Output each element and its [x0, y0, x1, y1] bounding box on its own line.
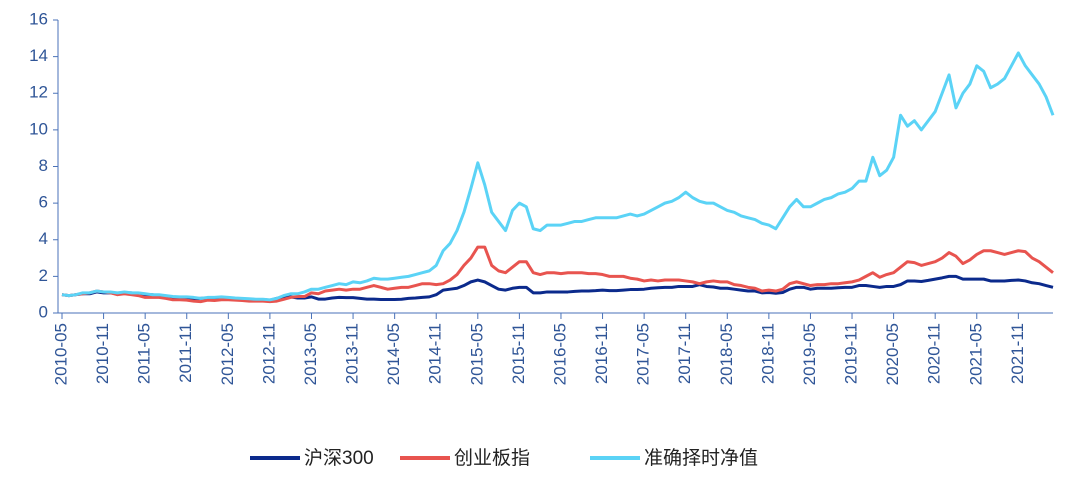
x-tick-label: 2011-11: [176, 323, 195, 383]
series-line: [61, 51, 1055, 302]
legend: 沪深300 创业板指 准确择时净值: [250, 447, 758, 469]
series-line: [61, 245, 1054, 304]
legend-label: 创业板指: [454, 447, 530, 469]
x-tick-label: 2017-05: [634, 323, 653, 385]
x-tick-label: 2021-05: [966, 323, 985, 385]
y-tick-label: 2: [39, 266, 48, 285]
y-tick-label: 8: [39, 156, 48, 175]
x-tick-label: 2013-05: [301, 323, 320, 385]
x-tick-label: 2020-11: [925, 323, 944, 384]
x-tick-label: 2017-11: [675, 323, 694, 384]
x-tick-label: 2010-05: [51, 323, 70, 385]
x-tick-label: 2015-11: [509, 323, 528, 384]
y-tick-label: 0: [39, 302, 48, 321]
y-tick-label: 10: [29, 119, 48, 138]
y-tick-label: 16: [29, 9, 48, 28]
x-tick-label: 2020-05: [883, 323, 902, 385]
x-tick-label: 2019-05: [800, 323, 819, 385]
legend-label: 沪深300: [304, 447, 374, 469]
y-tick-label: 6: [39, 193, 48, 212]
y-tick-label: 12: [29, 83, 48, 102]
x-tick-label: 2016-11: [592, 323, 611, 384]
x-tick-label: 2010-11: [93, 323, 112, 384]
x-tick-label: 2014-05: [384, 323, 403, 385]
x-tick-label: 2021-11: [1008, 323, 1027, 384]
x-tick-label: 2013-11: [343, 323, 362, 384]
x-tick-label: 2019-11: [842, 323, 861, 384]
x-tick-label: 2018-05: [717, 323, 736, 385]
legend-label: 准确择时净值: [644, 447, 758, 469]
x-tick-label: 2016-05: [550, 323, 569, 385]
x-tick-label: 2015-05: [467, 323, 486, 385]
y-tick-label: 4: [39, 229, 48, 248]
x-tick-label: 2014-11: [426, 323, 445, 384]
x-tick-label: 2018-11: [758, 323, 777, 384]
x-tick-label: 2012-05: [218, 323, 237, 385]
x-tick-label: 2012-11: [259, 323, 278, 384]
x-tick-label: 2011-05: [135, 323, 154, 384]
y-tick-label: 14: [29, 46, 48, 65]
